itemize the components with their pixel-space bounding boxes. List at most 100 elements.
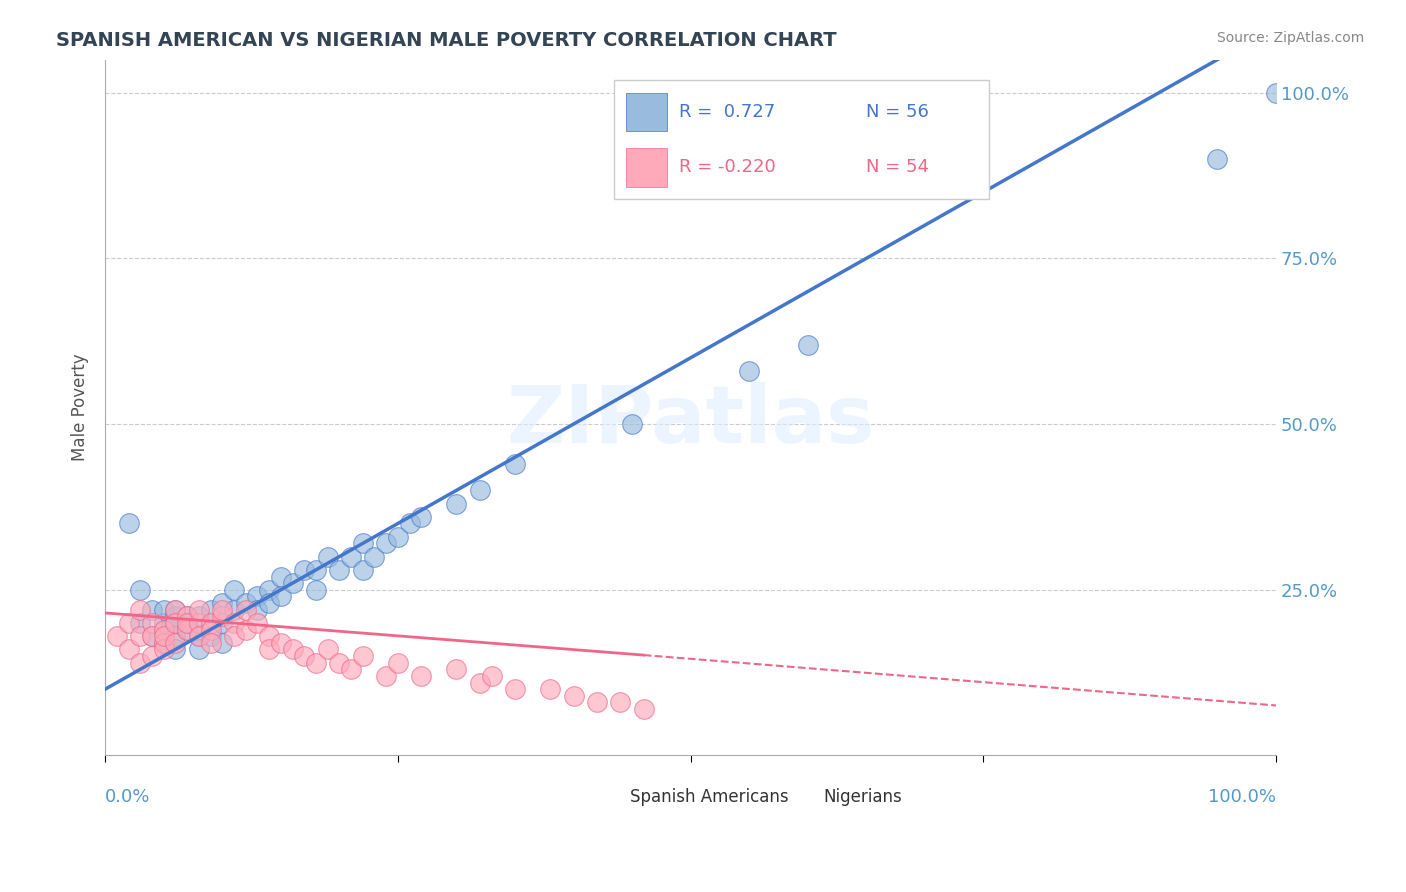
Point (152, 623, 174, 637)
Point (281, 642, 304, 657)
Point (246, 590, 269, 604)
Point (257, 629, 280, 643)
Point (340, 662, 363, 676)
Text: 0.0%: 0.0% (105, 789, 150, 806)
Point (211, 636, 233, 650)
Point (562, 689, 585, 703)
Point (176, 609, 198, 624)
Point (363, 549, 385, 564)
Text: ZIPatlas: ZIPatlas (506, 383, 875, 460)
Point (152, 629, 174, 643)
Point (292, 563, 315, 577)
Point (141, 602, 163, 616)
Point (117, 615, 139, 630)
Point (165, 642, 187, 657)
Point (222, 602, 245, 616)
Point (328, 563, 350, 577)
Point (411, 669, 433, 683)
Point (1265, 86, 1288, 100)
Point (270, 590, 292, 604)
Point (246, 602, 269, 616)
Point (222, 615, 245, 630)
Point (387, 656, 409, 670)
Point (235, 596, 257, 610)
Point (270, 636, 292, 650)
Point (152, 623, 174, 637)
Point (738, 364, 761, 378)
Point (152, 642, 174, 657)
Point (446, 497, 468, 511)
Text: SPANISH AMERICAN VS NIGERIAN MALE POVERTY CORRELATION CHART: SPANISH AMERICAN VS NIGERIAN MALE POVERT… (56, 31, 837, 50)
Point (468, 483, 491, 498)
Point (165, 602, 187, 616)
Point (468, 675, 491, 690)
Point (200, 636, 222, 650)
Point (316, 549, 339, 564)
Point (446, 662, 468, 676)
Point (200, 623, 222, 637)
Point (176, 615, 198, 630)
Point (1206, 152, 1229, 166)
Point (352, 648, 374, 663)
Point (176, 623, 198, 637)
Point (411, 509, 433, 524)
Point (633, 702, 655, 716)
Point (375, 669, 398, 683)
Point (165, 629, 187, 643)
Point (152, 615, 174, 630)
Point (375, 536, 398, 550)
Point (176, 609, 198, 624)
FancyBboxPatch shape (626, 148, 668, 186)
Text: N = 54: N = 54 (866, 159, 929, 177)
Point (165, 615, 187, 630)
Point (211, 615, 233, 630)
Text: R =  0.727: R = 0.727 (679, 103, 775, 120)
FancyBboxPatch shape (614, 80, 990, 199)
Point (328, 656, 350, 670)
Point (129, 656, 152, 670)
Point (281, 576, 304, 591)
Point (257, 642, 280, 657)
Point (503, 682, 526, 697)
Point (305, 582, 328, 597)
Point (200, 615, 222, 630)
Point (235, 602, 257, 616)
Point (211, 602, 233, 616)
Point (316, 642, 339, 657)
Point (235, 623, 257, 637)
Point (129, 615, 152, 630)
Point (141, 648, 163, 663)
Point (246, 615, 269, 630)
Point (222, 629, 245, 643)
Point (200, 602, 222, 616)
Point (165, 615, 187, 630)
Point (257, 596, 280, 610)
Point (129, 629, 152, 643)
Point (352, 563, 374, 577)
FancyBboxPatch shape (790, 784, 815, 811)
Point (609, 695, 631, 709)
Point (503, 457, 526, 471)
Point (586, 695, 609, 709)
Point (141, 629, 163, 643)
FancyBboxPatch shape (598, 784, 623, 811)
Point (165, 602, 187, 616)
Point (200, 629, 222, 643)
Point (270, 569, 292, 583)
Point (141, 615, 163, 630)
Point (176, 623, 198, 637)
Point (165, 636, 187, 650)
Point (187, 642, 209, 657)
Point (117, 642, 139, 657)
Point (796, 337, 818, 351)
Point (129, 602, 152, 616)
Point (305, 656, 328, 670)
Point (621, 417, 644, 431)
Point (165, 609, 187, 624)
Point (187, 609, 209, 624)
FancyBboxPatch shape (626, 93, 668, 131)
Point (305, 563, 328, 577)
Point (117, 516, 139, 531)
Point (211, 596, 233, 610)
Point (387, 530, 409, 544)
